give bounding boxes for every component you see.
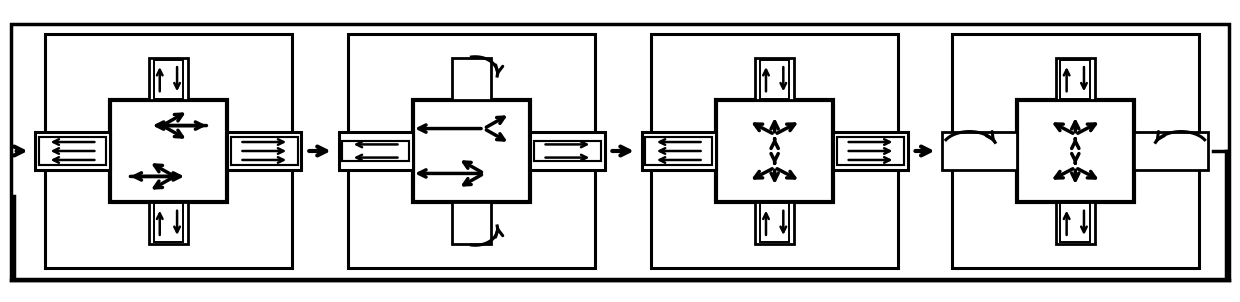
Bar: [531, 132, 605, 170]
Bar: [45, 34, 293, 268]
Bar: [1055, 202, 1095, 244]
Bar: [154, 60, 184, 99]
Bar: [1060, 60, 1090, 99]
Bar: [755, 58, 795, 100]
Bar: [347, 34, 595, 268]
Bar: [451, 202, 491, 244]
Bar: [154, 203, 184, 242]
Bar: [951, 34, 1199, 268]
Bar: [1055, 58, 1095, 100]
Bar: [40, 137, 105, 165]
Bar: [760, 203, 790, 242]
Bar: [339, 132, 413, 170]
Bar: [149, 202, 188, 244]
Bar: [413, 100, 531, 202]
Bar: [1060, 203, 1090, 242]
Bar: [837, 137, 904, 165]
Bar: [227, 132, 301, 170]
Bar: [715, 100, 833, 202]
Bar: [760, 60, 790, 99]
Bar: [342, 140, 409, 162]
Bar: [231, 137, 298, 165]
Bar: [534, 140, 601, 162]
Bar: [755, 202, 795, 244]
Bar: [833, 132, 908, 170]
Bar: [651, 34, 898, 268]
Bar: [645, 137, 712, 165]
Bar: [149, 58, 188, 100]
Bar: [109, 100, 227, 202]
Bar: [1135, 132, 1208, 170]
Bar: [641, 132, 715, 170]
Bar: [942, 132, 1017, 170]
Bar: [11, 24, 1229, 280]
Bar: [1017, 100, 1135, 202]
Bar: [451, 58, 491, 100]
Bar: [36, 132, 109, 170]
